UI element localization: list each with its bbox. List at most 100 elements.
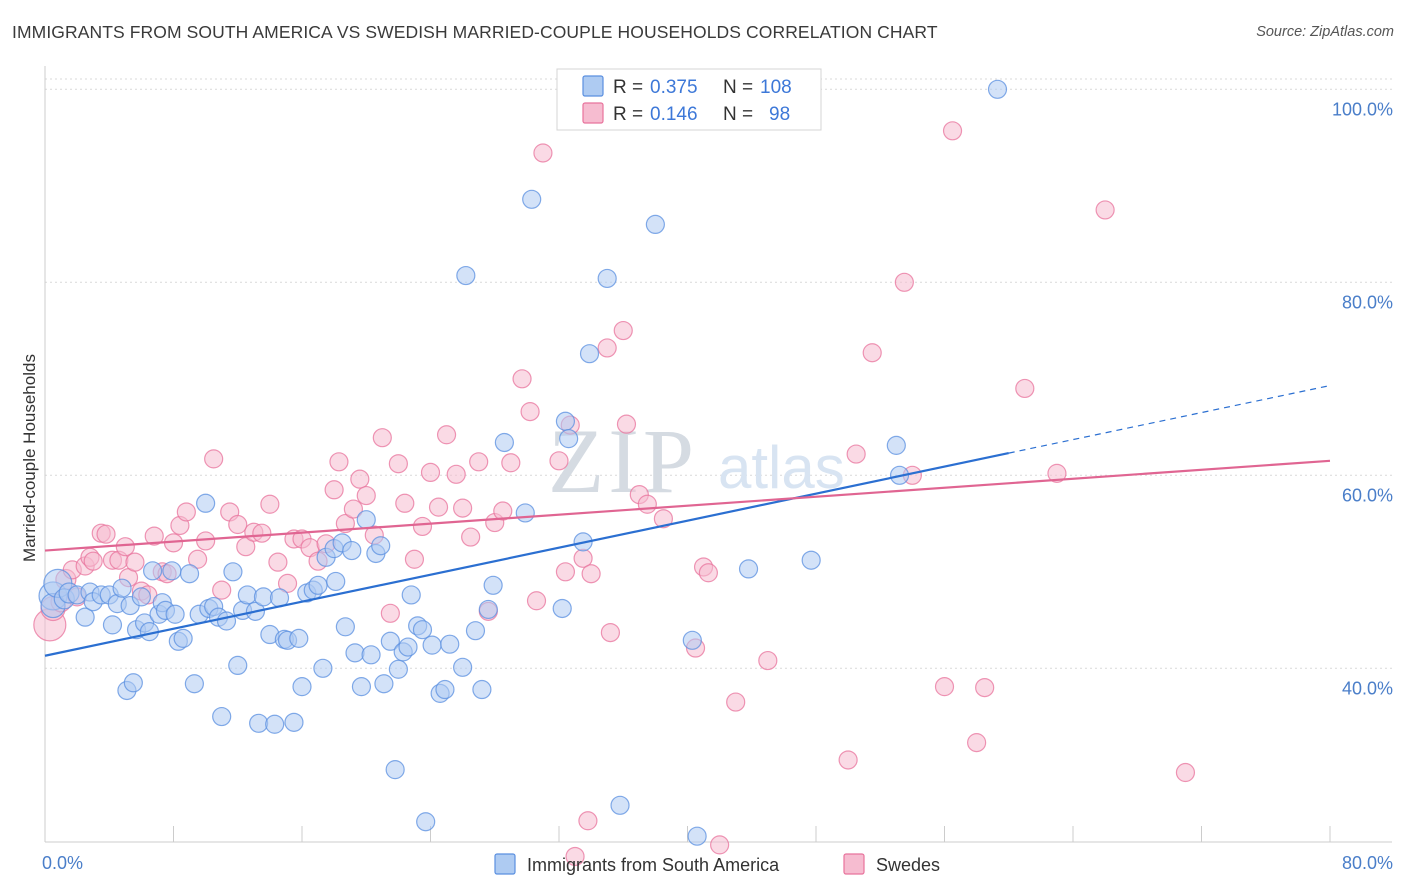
south-america-point [886,435,906,455]
south-america-point [385,760,405,780]
chart-title: IMMIGRANTS FROM SOUTH AMERICA VS SWEDISH… [12,22,938,42]
swedes-point [388,454,408,474]
south-america-point [253,587,274,607]
swedes-point [578,811,598,831]
south-america-points [38,79,1008,846]
south-america-point [453,657,473,677]
south-america-point [196,493,216,513]
x-tick-label-80: 80.0% [1342,853,1393,873]
swedes-point [187,549,208,569]
swedes-trend-line [44,459,1331,552]
south-america-point [361,645,381,665]
swedes-point [597,338,617,358]
swedes-point [277,573,298,593]
swedes-point [501,453,521,473]
swedes-point [372,428,392,448]
swedes-point [260,494,280,514]
south-america-point [987,79,1008,99]
swedes-point [942,121,963,141]
south-america-point [483,575,503,595]
south-america-point [162,561,182,581]
swedes-point [350,469,370,489]
swedes-point [710,835,730,855]
swedes-point [967,733,987,753]
south-america-point [801,550,821,570]
south-america-point [388,659,408,679]
y-tick-label-40: 40.0% [1342,678,1393,698]
south-america-point [223,562,243,582]
swedes-point [493,501,513,521]
swedes-point [1175,762,1196,783]
swedes-point [1095,200,1115,220]
south-america-point [472,679,492,700]
swedes-point [343,499,363,519]
swedes-point [758,650,778,671]
bottom-legend-swatch-swedes [843,853,865,875]
south-america-point [212,706,232,727]
south-america-point [143,561,163,581]
swedes-point [526,591,547,611]
swedes-point [125,552,145,572]
south-america-point [456,265,476,286]
swedes-point [975,677,995,698]
south-america-point [265,714,285,734]
legend-swatch-south-america [582,75,604,97]
south-america-point [494,432,514,453]
south-america-point [289,628,309,648]
south-america-point [292,677,312,697]
legend-n-value-1: 108 [760,77,792,98]
swedes-point [1047,463,1067,483]
swedes-point [555,562,576,582]
swedes-point [335,513,355,534]
swedes-point [428,497,449,517]
swedes-point [894,272,914,292]
south-america-point [351,677,372,697]
south-america-point [465,621,486,641]
south-america-point [374,674,394,694]
swedes-point [176,502,196,522]
south-america-point [173,628,193,648]
south-america-point [326,571,346,592]
watermark-atlas: atlas [718,434,845,501]
south-america-point [112,578,132,598]
south-america-point [335,617,355,637]
swedes-point [83,551,103,571]
south-america-point [555,411,576,431]
legend-n-label-1: N = [723,77,753,98]
swedes-point [934,677,955,697]
swedes-point [144,526,164,546]
south-america-point [123,673,143,693]
y-tick-label-60: 60.0% [1342,485,1393,505]
swedes-point [115,537,135,557]
south-america-point [597,268,617,289]
swedes-point [436,425,457,445]
bottom-legend-label-swedes: Swedes [876,855,940,875]
south-america-point [435,679,455,700]
south-america-point [179,564,200,584]
legend-n-value-2: 98 [769,104,790,125]
swedes-point [581,564,601,584]
swedes-point [512,369,532,389]
swedes-point [453,498,473,518]
south-america-trend-line [44,452,1009,657]
legend-r-label-2: R = [613,104,643,125]
swedes-point [446,464,466,484]
south-america-point [515,503,535,523]
south-america-point [478,599,498,620]
swedes-point [204,449,224,469]
south-america-point [216,611,237,631]
swedes-point [236,537,256,557]
grid-layer [45,78,1392,669]
south-america-point [422,635,442,655]
south-america-point [131,587,151,607]
south-america-point [165,604,185,624]
bottom-legend-swatch-south-america [494,853,516,875]
south-america-point [687,826,707,846]
south-america-point [371,536,391,556]
swedes-point [96,524,116,544]
south-america-trend-extension [1008,384,1331,454]
y-axis-label: Married-couple Households [20,354,39,562]
legend-r-value-1: 0.375 [650,77,698,98]
swedes-point [196,531,216,551]
south-america-point [522,189,542,209]
